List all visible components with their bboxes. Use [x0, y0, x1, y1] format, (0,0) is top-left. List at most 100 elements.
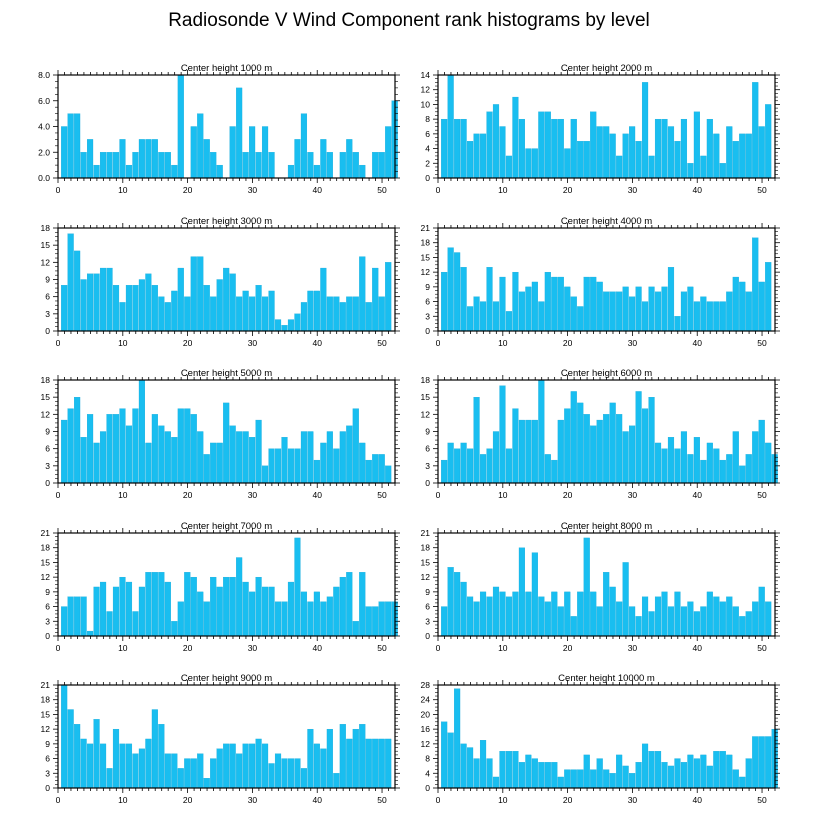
bar	[339, 302, 346, 332]
bar	[119, 139, 126, 179]
y-tick-label: 3	[45, 616, 50, 626]
bar	[525, 148, 532, 179]
y-tick-label: 12	[421, 409, 431, 419]
bar	[216, 164, 223, 179]
x-tick-label: 20	[563, 338, 573, 348]
bar	[313, 459, 320, 484]
bar	[67, 408, 74, 484]
bar	[281, 437, 288, 484]
bar	[300, 302, 308, 332]
bar	[492, 301, 500, 332]
bar	[609, 133, 616, 179]
bar	[333, 448, 340, 484]
bar	[255, 576, 262, 637]
bar	[570, 118, 577, 179]
bar	[745, 454, 752, 484]
panel-title: Center height 3000 m	[181, 216, 272, 227]
bar	[171, 437, 178, 484]
y-tick-label: 12	[41, 724, 51, 734]
bar	[577, 769, 584, 789]
bar	[372, 738, 379, 789]
y-tick-label: 0	[45, 478, 50, 488]
bar	[99, 267, 107, 332]
bar	[596, 419, 603, 484]
bar	[629, 425, 636, 484]
bar	[538, 762, 545, 789]
bar	[525, 591, 532, 637]
bar	[603, 572, 610, 637]
bar	[603, 126, 610, 179]
y-tick-label: 18	[421, 543, 431, 553]
bar	[255, 285, 262, 332]
x-tick-label: 10	[118, 185, 128, 195]
bar	[622, 431, 629, 484]
bar	[661, 591, 668, 637]
bar	[622, 765, 629, 789]
x-tick-label: 10	[118, 643, 128, 653]
bar	[544, 601, 551, 637]
bar	[274, 448, 282, 484]
bar	[184, 758, 191, 789]
bar	[765, 736, 772, 789]
bar	[242, 581, 249, 637]
x-tick-label: 50	[757, 490, 767, 500]
bar	[616, 754, 623, 789]
y-tick-label: 28	[421, 680, 431, 690]
bar	[622, 286, 629, 332]
x-tick-label: 10	[498, 185, 508, 195]
bar	[512, 591, 519, 637]
bar	[544, 454, 551, 484]
y-tick-label: 3	[45, 461, 50, 471]
bar	[713, 301, 720, 332]
bar	[492, 431, 500, 484]
y-tick-label: 0	[425, 173, 430, 183]
bar	[577, 591, 584, 637]
bar-series	[61, 684, 392, 789]
bar	[138, 586, 145, 637]
bar	[512, 408, 519, 484]
bar	[648, 611, 655, 637]
histogram-panel-10: Center height 10000 m 0 10 20 30 40 50 0 4 8 12 16 2…	[421, 673, 780, 805]
bar	[531, 148, 538, 179]
x-tick-label: 0	[436, 643, 441, 653]
bar	[531, 419, 538, 484]
y-tick-label: 6	[425, 602, 430, 612]
bar	[609, 291, 616, 332]
bar	[479, 133, 487, 179]
y-tick-label: 15	[421, 557, 431, 567]
bar	[255, 419, 262, 484]
bar	[531, 552, 538, 637]
bar	[249, 126, 256, 179]
bar	[531, 281, 538, 332]
bar	[680, 606, 688, 637]
y-tick-label: 6	[45, 444, 50, 454]
bar-series	[61, 74, 398, 179]
bar	[236, 753, 243, 789]
bar	[171, 164, 178, 179]
bar	[518, 419, 525, 484]
bar	[467, 747, 474, 789]
bar	[752, 82, 759, 179]
bar	[590, 425, 597, 484]
bar	[473, 397, 480, 484]
bar	[693, 758, 700, 789]
bar	[492, 104, 500, 179]
bar	[359, 442, 366, 484]
bar	[486, 596, 493, 637]
bar	[352, 152, 359, 179]
bar	[268, 152, 275, 179]
bar	[752, 237, 759, 332]
histogram-panel-1: Center height 1000 m 0 10 20 30 40 50 0.0 2.0 4.0…	[38, 63, 400, 195]
bar	[467, 141, 474, 179]
bar	[80, 437, 87, 484]
bar	[281, 601, 288, 637]
bar	[732, 769, 739, 789]
bar	[138, 279, 145, 332]
bar	[609, 402, 616, 484]
y-tick-label: 6	[45, 754, 50, 764]
bar	[74, 596, 81, 637]
y-tick-label: 6.0	[38, 96, 50, 106]
bar	[479, 454, 487, 484]
bar	[320, 442, 327, 484]
bar	[158, 724, 165, 789]
